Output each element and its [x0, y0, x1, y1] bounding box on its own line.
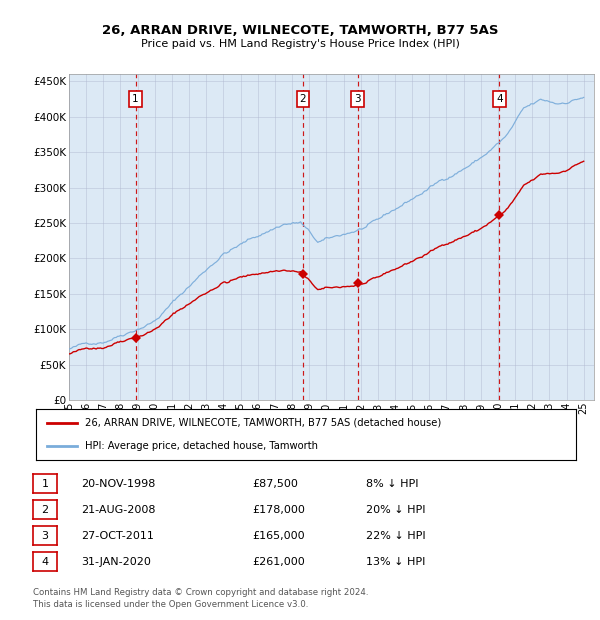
Text: 21-AUG-2008: 21-AUG-2008: [81, 505, 155, 515]
Text: 1: 1: [41, 479, 49, 489]
Text: 3: 3: [41, 531, 49, 541]
Text: 4: 4: [496, 94, 503, 104]
Text: This data is licensed under the Open Government Licence v3.0.: This data is licensed under the Open Gov…: [33, 600, 308, 609]
Text: £165,000: £165,000: [252, 531, 305, 541]
Text: 26, ARRAN DRIVE, WILNECOTE, TAMWORTH, B77 5AS (detached house): 26, ARRAN DRIVE, WILNECOTE, TAMWORTH, B7…: [85, 418, 441, 428]
Text: 1: 1: [132, 94, 139, 104]
Text: Price paid vs. HM Land Registry's House Price Index (HPI): Price paid vs. HM Land Registry's House …: [140, 39, 460, 49]
Text: 13% ↓ HPI: 13% ↓ HPI: [366, 557, 425, 567]
Text: 27-OCT-2011: 27-OCT-2011: [81, 531, 154, 541]
Text: Contains HM Land Registry data © Crown copyright and database right 2024.: Contains HM Land Registry data © Crown c…: [33, 588, 368, 597]
Text: 8% ↓ HPI: 8% ↓ HPI: [366, 479, 419, 489]
Text: £87,500: £87,500: [252, 479, 298, 489]
Text: 4: 4: [41, 557, 49, 567]
Text: 26, ARRAN DRIVE, WILNECOTE, TAMWORTH, B77 5AS: 26, ARRAN DRIVE, WILNECOTE, TAMWORTH, B7…: [102, 24, 498, 37]
Text: £261,000: £261,000: [252, 557, 305, 567]
Text: 20-NOV-1998: 20-NOV-1998: [81, 479, 155, 489]
Text: HPI: Average price, detached house, Tamworth: HPI: Average price, detached house, Tamw…: [85, 441, 317, 451]
Text: 22% ↓ HPI: 22% ↓ HPI: [366, 531, 425, 541]
Text: 31-JAN-2020: 31-JAN-2020: [81, 557, 151, 567]
Text: 2: 2: [300, 94, 307, 104]
Text: 20% ↓ HPI: 20% ↓ HPI: [366, 505, 425, 515]
Text: 2: 2: [41, 505, 49, 515]
Text: £178,000: £178,000: [252, 505, 305, 515]
Text: 3: 3: [354, 94, 361, 104]
